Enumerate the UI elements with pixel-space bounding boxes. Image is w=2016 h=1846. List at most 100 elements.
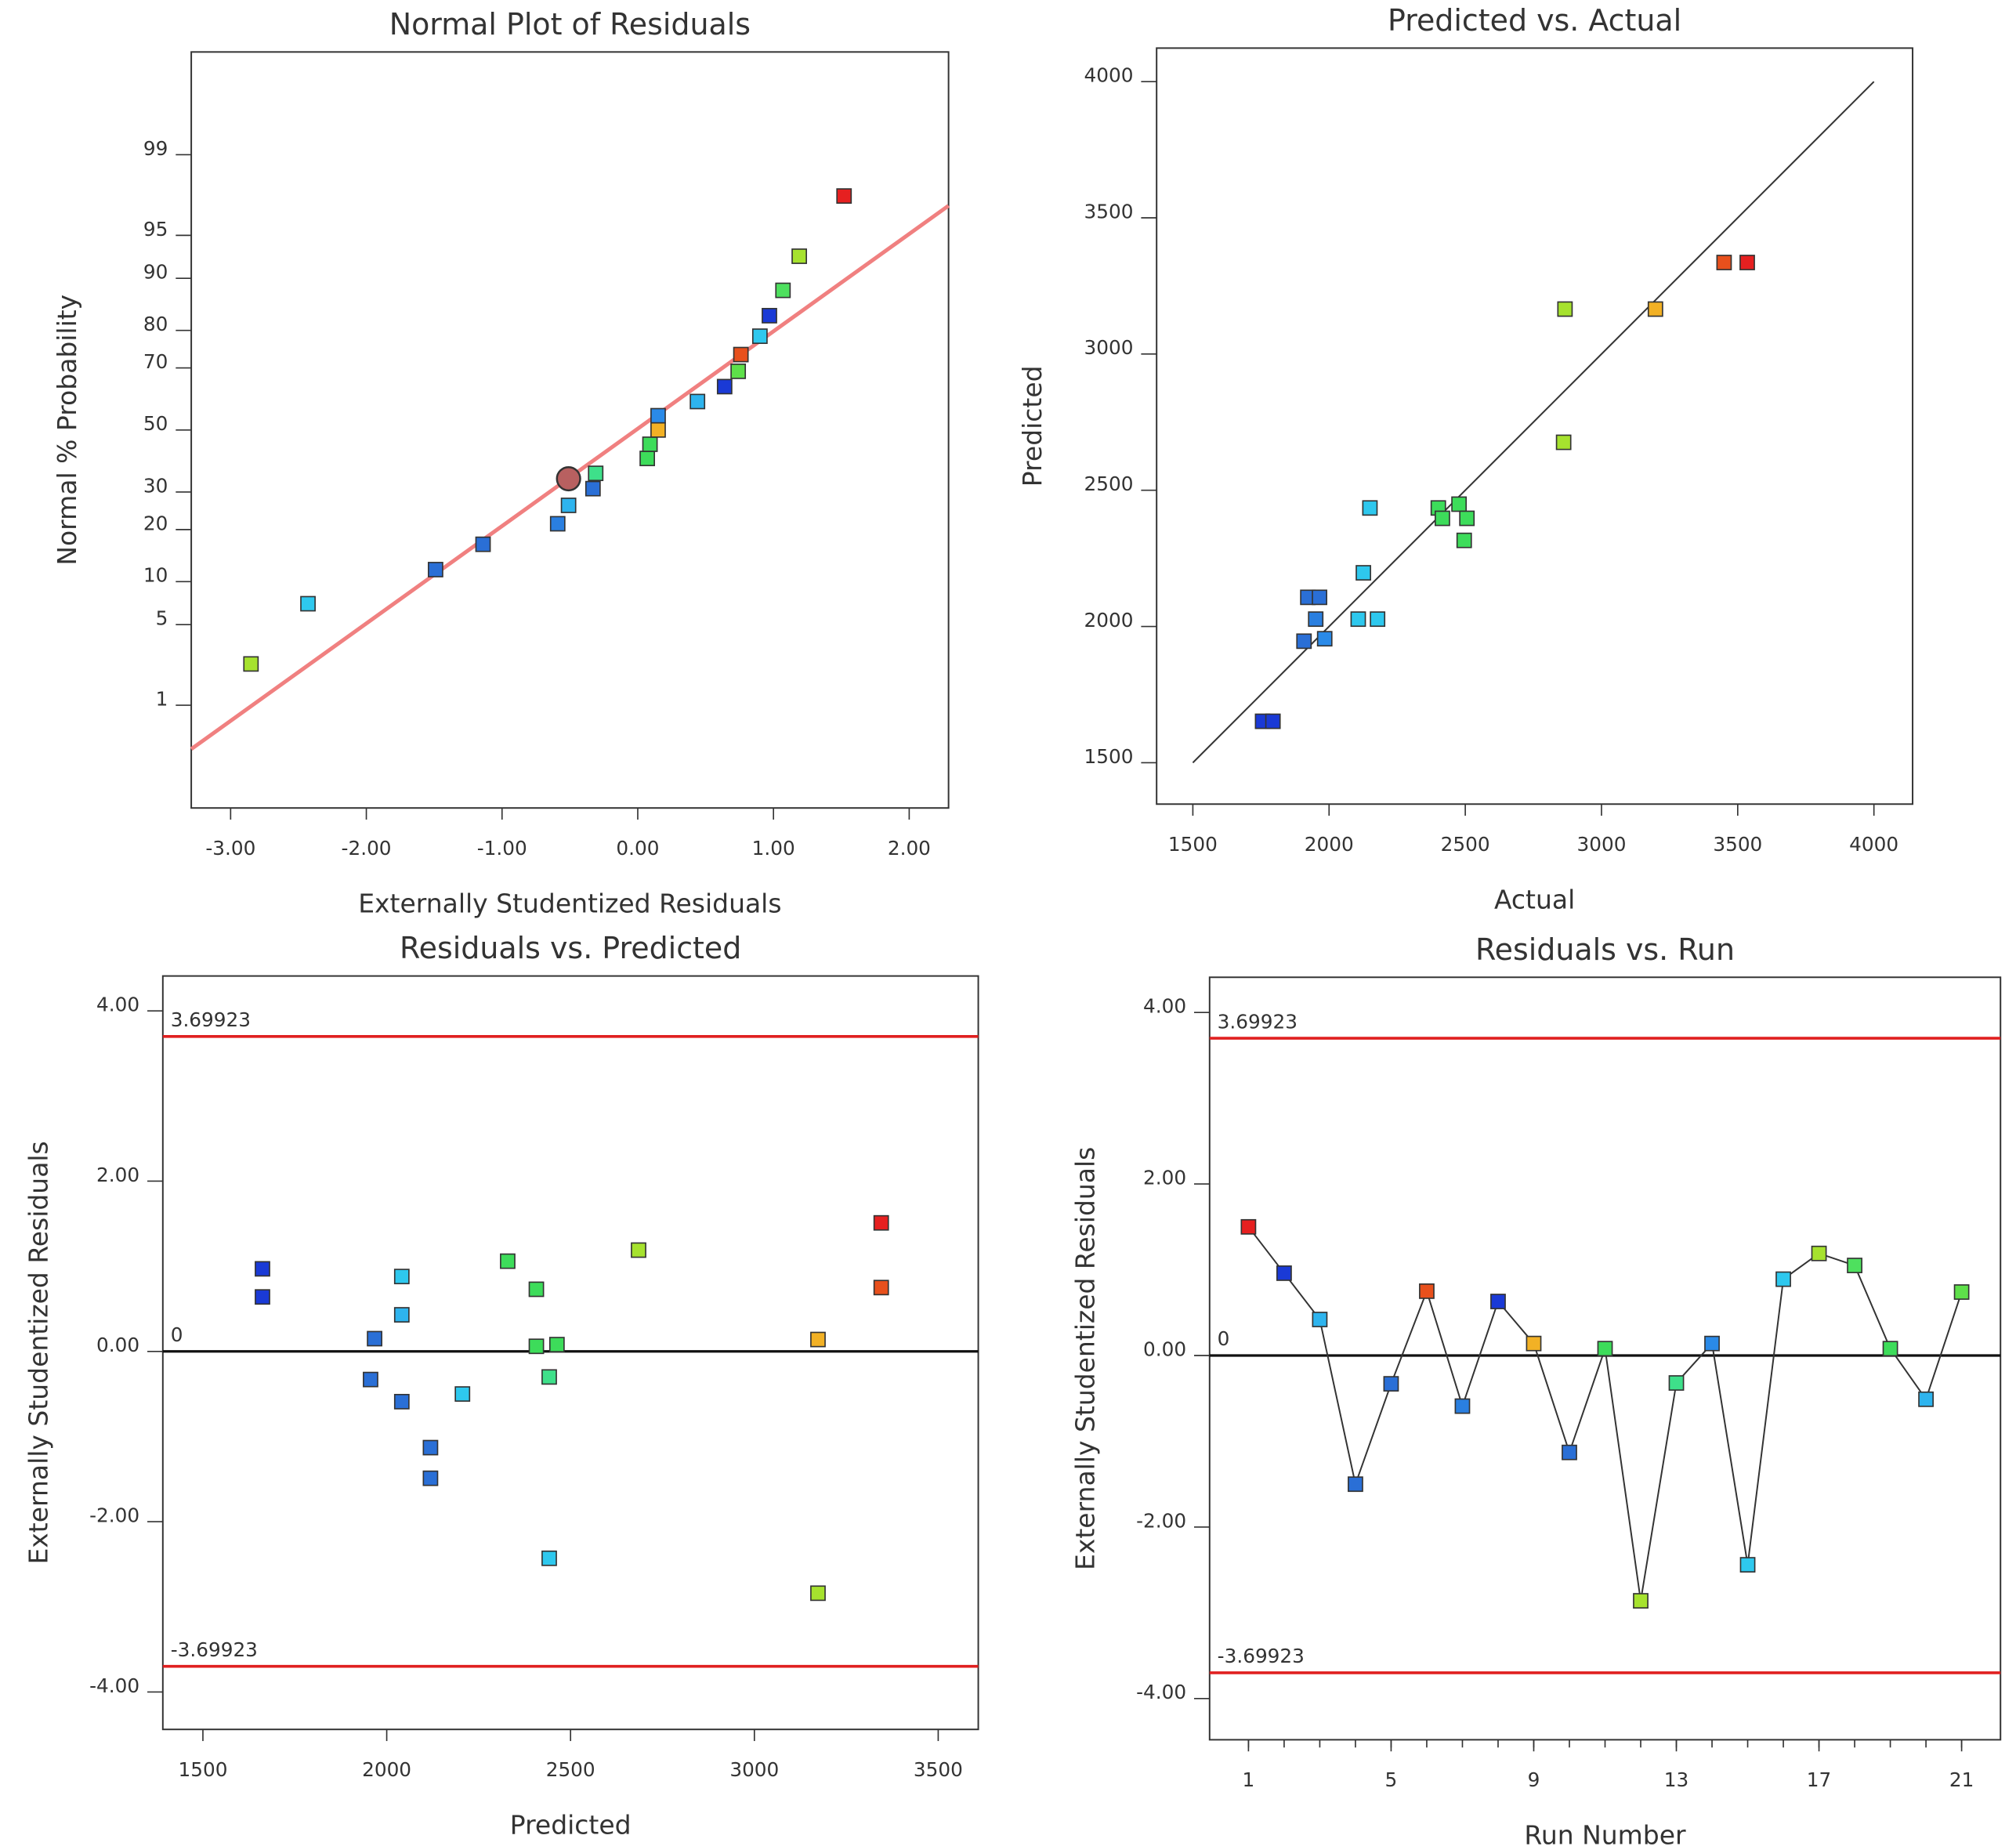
point [1312,589,1327,606]
point [1490,1294,1506,1309]
point [1775,1271,1791,1287]
zero-label: 0 [171,1323,183,1346]
point [1419,1283,1435,1299]
limit-label: -3.69923 [171,1638,258,1661]
point [1454,1398,1471,1414]
point [1557,301,1573,317]
y-tick-label: 4.00 [96,994,139,1016]
x-tick-label: 3500 [914,1758,963,1781]
x-tick-label: 9 [1528,1768,1540,1791]
x-tick-label: -2.00 [342,837,392,860]
x-tick-label: 3000 [1576,833,1626,856]
y-tick-label: 30 [143,474,168,497]
zero-label: 0 [1218,1327,1230,1350]
point [642,436,658,452]
point [1348,1476,1363,1493]
y-axis-label: Predicted [1017,365,1048,487]
point [1704,1335,1720,1352]
point [541,1369,557,1385]
point [631,1242,646,1258]
plot-frame [1208,976,2002,1741]
point [528,1338,545,1355]
point [1847,1258,1862,1273]
x-axis-label: Predicted [510,1809,632,1840]
point [548,1337,565,1352]
y-tick-label: 3500 [1084,200,1134,223]
point [1383,1376,1399,1392]
point [650,422,666,438]
x-tick-label: 1 [1243,1768,1255,1791]
point [1459,510,1475,527]
point [873,1214,889,1231]
point [1811,1245,1827,1261]
y-tick-label: -2.00 [1136,1509,1186,1532]
point [1597,1341,1613,1357]
point [422,1470,439,1486]
point [791,248,807,264]
chart-title: Normal Plot of Residuals [389,7,751,42]
x-tick-label: 2500 [1441,833,1490,856]
point [1312,1312,1328,1327]
point [775,282,791,299]
y-tick-label: 20 [143,512,168,534]
point [762,307,777,324]
y-tick-label: 2.00 [1143,1166,1186,1189]
y-tick-label: 2.00 [96,1164,139,1186]
point [1739,255,1755,270]
point [300,595,316,612]
x-tick-label: 1.00 [752,837,795,860]
y-tick-label: -2.00 [89,1504,139,1526]
point [730,363,747,379]
y-axis-label: Externally Studentized Residuals [24,1141,54,1564]
x-tick-label: 1500 [1168,833,1218,856]
x-axis-label: Run Number [1524,1820,1686,1846]
point [1555,434,1572,451]
y-axis-label: Normal % Probability [52,295,82,566]
x-tick-label: 0.00 [616,837,659,860]
point [393,1307,410,1323]
y-tick-label: 99 [143,137,168,160]
point [810,1585,826,1602]
x-tick-label: 3000 [729,1758,779,1781]
x-tick-label: 2000 [1305,833,1354,856]
y-tick-label: 95 [143,218,168,241]
point [393,1393,410,1410]
point [873,1280,889,1296]
point [1362,500,1378,516]
y-tick-label: 1500 [1084,745,1134,768]
y-tick-label: 0.00 [96,1334,139,1356]
y-tick-label: -4.00 [1136,1681,1186,1703]
point [716,378,733,395]
point [1296,633,1312,650]
point [1739,1557,1756,1573]
chart-title: Residuals vs. Predicted [400,931,741,965]
y-tick-label: 4.00 [1143,995,1186,1018]
x-axis-label: Actual [1494,884,1575,914]
point [1451,496,1468,512]
y-tick-label: 50 [143,412,168,435]
y-tick-label: 80 [143,313,168,335]
x-tick-label: 17 [1807,1768,1831,1791]
point [1276,1265,1292,1281]
x-tick-label: 5 [1385,1768,1398,1791]
limit-label: 3.69923 [171,1008,251,1031]
plot-frame [190,51,950,809]
point [393,1269,410,1285]
point [1240,1218,1257,1235]
y-tick-label: 4000 [1084,64,1134,87]
point [1882,1341,1898,1357]
point [549,516,566,532]
y-tick-label: 5 [156,607,168,630]
y-tick-label: 70 [143,350,168,373]
point [422,1439,439,1456]
x-tick-label: 2500 [546,1758,595,1781]
x-tick-label: 1500 [178,1758,227,1781]
y-tick-label: 0.00 [1143,1337,1186,1360]
chart-title: Predicted vs. Actual [1388,3,1681,38]
y-tick-label: 2500 [1084,472,1134,495]
point [1953,1284,1970,1300]
y-tick-label: 1 [156,687,168,710]
point [1355,565,1371,581]
point [751,328,768,344]
